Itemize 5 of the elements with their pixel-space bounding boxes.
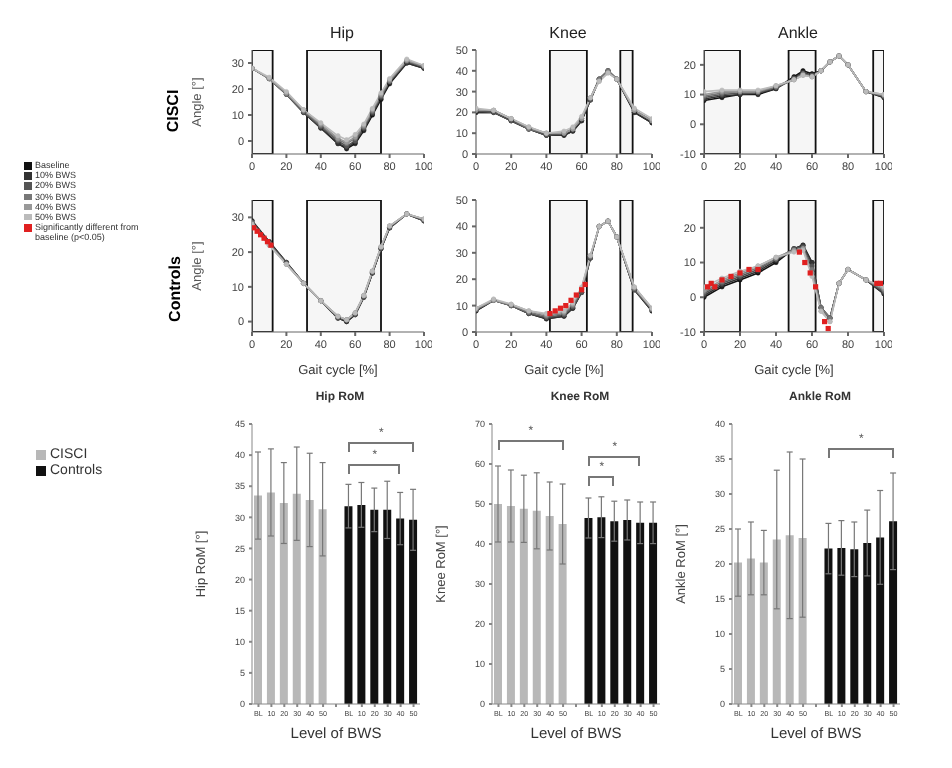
text: CISCI — [165, 89, 183, 133]
text: Controls — [165, 255, 184, 321]
chart-title: Hip — [327, 24, 356, 46]
chart-title: Ankle — [775, 24, 820, 46]
chart-title: Knee — [547, 24, 589, 46]
